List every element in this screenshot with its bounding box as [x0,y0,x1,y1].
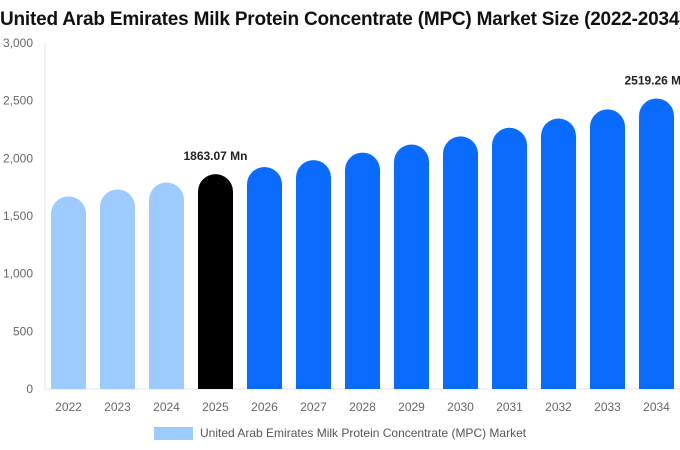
data-label-2034: 2519.26 Mn [624,73,680,87]
y-tick-label: 1,000 [3,267,33,281]
bar-2031[interactable] [492,127,527,390]
legend[interactable]: United Arab Emirates Milk Protein Concen… [154,426,526,440]
legend-label: United Arab Emirates Milk Protein Concen… [200,426,527,440]
x-tick-label: 2028 [349,400,376,414]
bar-2028[interactable] [345,152,380,389]
bar-2024[interactable] [149,182,184,389]
bar-2033[interactable] [590,109,625,390]
bar-2032[interactable] [541,118,576,389]
bar-2029[interactable] [394,144,429,389]
chart-title: United Arab Emirates Milk Protein Concen… [0,9,680,30]
bar-2023[interactable] [100,189,135,389]
data-labels: 1863.07 Mn 2519.26 Mn [183,73,680,163]
y-tick-label: 3,000 [3,36,33,50]
x-tick-label: 2031 [496,400,523,414]
bar-2034[interactable] [639,98,674,389]
bar-2022[interactable] [51,196,86,389]
x-tick-label: 2024 [153,400,180,414]
x-tick-label: 2023 [104,400,131,414]
y-tick-label: 2,500 [3,94,33,108]
x-axis: 2022 2023 2024 2025 2026 2027 2028 2029 2030 2031… [45,388,680,414]
y-axis: 0 500 1,000 1,500 2,000 2,500 3,000 [3,36,46,396]
bar-2027[interactable] [296,160,331,389]
y-tick-label: 1,500 [3,209,33,223]
y-tick-label: 2,000 [3,151,33,165]
y-tick-label: 500 [13,324,33,338]
x-tick-label: 2034 [643,400,670,414]
bar-2030[interactable] [443,136,478,389]
x-tick-label: 2033 [594,400,621,414]
bars [51,98,674,390]
legend-swatch [154,426,193,440]
x-tick-label: 2022 [55,400,82,414]
x-tick-label: 2030 [447,400,474,414]
x-tick-label: 2025 [202,400,229,414]
bar-2025[interactable] [198,174,233,389]
x-tick-label: 2026 [251,400,278,414]
y-tick-label: 0 [26,382,33,396]
x-tick-label: 2029 [398,400,425,414]
x-tick-label: 2032 [545,400,572,414]
bar-2026[interactable] [247,166,282,389]
data-label-2025: 1863.07 Mn [183,149,247,163]
x-tick-label: 2027 [300,400,327,414]
